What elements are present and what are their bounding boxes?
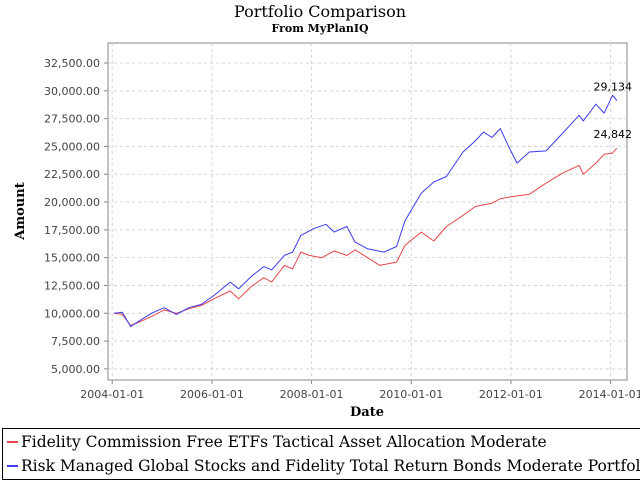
plot-area: [107, 42, 628, 381]
legend-item-1: Fidelity Commission Free ETFs Tactical A…: [7, 431, 547, 453]
y-tick-label: 32,500.00: [44, 57, 100, 70]
y-tick-label: 5,000.00: [51, 363, 100, 376]
legend-label-1: Fidelity Commission Free ETFs Tactical A…: [21, 433, 547, 451]
legend: Fidelity Commission Free ETFs Tactical A…: [2, 428, 640, 480]
y-tick-label: 25,000.00: [44, 140, 100, 153]
chart-canvas: Portfolio Comparison From MyPlanIQ 5,000…: [13, 2, 640, 420]
y-tick-label: 12,500.00: [44, 279, 100, 292]
x-tick-label: 2012-01-01: [479, 388, 543, 401]
x-tick-label: 2006-01-01: [180, 388, 244, 401]
legend-swatch-1: [7, 441, 18, 443]
x-tick-label: 2004-01-01: [80, 388, 144, 401]
y-tick-label: 30,000.00: [44, 85, 100, 98]
y-tick-label: 22,500.00: [44, 168, 100, 181]
x-tick-label: 2010-01-01: [379, 388, 443, 401]
series-line-2: [114, 94, 618, 328]
chart-subtitle: From MyPlanIQ: [271, 22, 369, 35]
series-lines: [114, 94, 618, 328]
y-tick-label: 17,500.00: [44, 224, 100, 237]
series-line-1: [114, 147, 618, 326]
end-labels: 24,842 29,134: [594, 80, 633, 141]
end-value-label-1: 24,842: [594, 128, 633, 141]
chart-title: Portfolio Comparison: [234, 2, 406, 21]
legend-label-2: Risk Managed Global Stocks and Fidelity …: [21, 457, 640, 475]
axes: 5,000.00 7,500.00 10,000.00 12,500.00 15,000…: [44, 57, 640, 401]
legend-item-2: Risk Managed Global Stocks and Fidelity …: [7, 455, 640, 477]
end-value-label-2: 29,134: [594, 80, 633, 93]
y-tick-label: 7,500.00: [51, 335, 100, 348]
y-tick-label: 15,000.00: [44, 252, 100, 265]
x-tick-label: 2014-01-01: [579, 388, 640, 401]
x-tick-label: 2008-01-01: [280, 388, 344, 401]
legend-swatch-2: [7, 465, 18, 467]
y-axis-label: Amount: [13, 182, 28, 240]
y-tick-label: 10,000.00: [44, 307, 100, 320]
y-tick-label: 27,500.00: [44, 113, 100, 126]
x-axis-label: Date: [350, 405, 384, 420]
y-tick-label: 20,000.00: [44, 196, 100, 209]
